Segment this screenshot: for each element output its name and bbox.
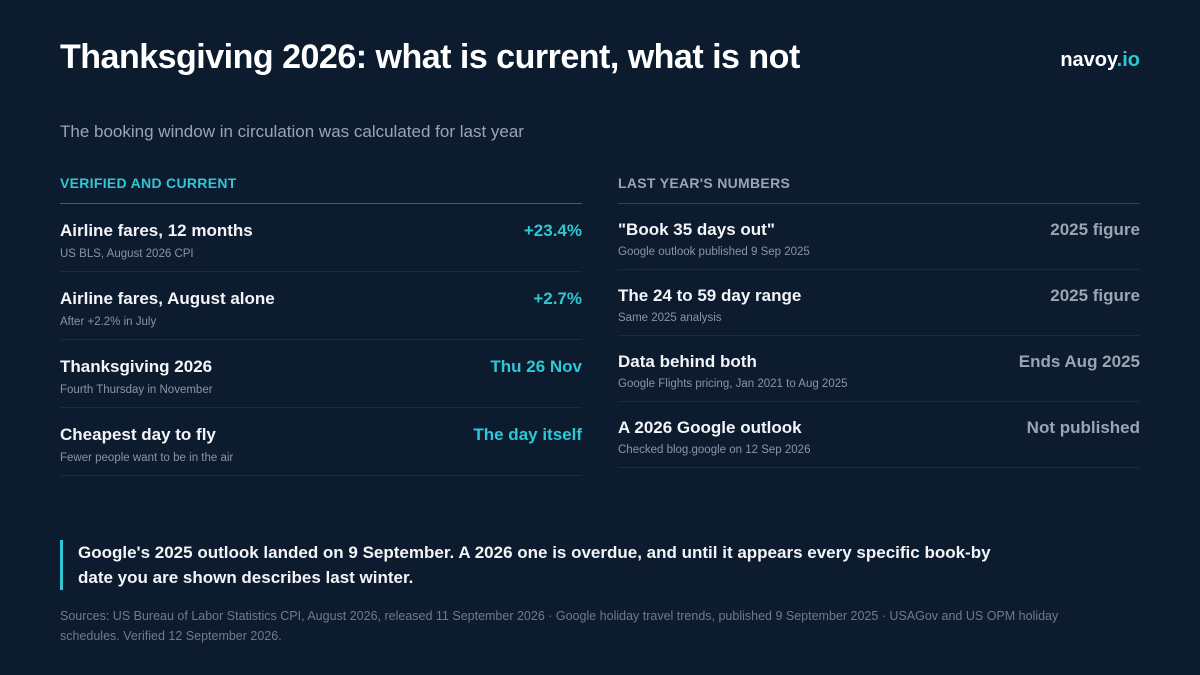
row-label: Cheapest day to fly — [60, 425, 216, 444]
row-label: The 24 to 59 day range — [618, 286, 802, 305]
row-value: +23.4% — [523, 221, 582, 240]
row-note: Fourth Thursday in November — [60, 384, 213, 396]
row-label: "Book 35 days out" — [618, 220, 775, 239]
column-heading: VERIFIED AND CURRENT — [60, 174, 582, 204]
row-label: Data behind both — [618, 352, 757, 371]
brand-name: navoy — [1060, 49, 1117, 71]
brand-tld: .io — [1116, 49, 1140, 71]
brand-logo: navoy.io — [1060, 49, 1140, 72]
row-label: A 2026 Google outlook — [618, 418, 802, 437]
row-note: After +2.2% in July — [60, 316, 157, 328]
row-note: Same 2025 analysis — [618, 312, 722, 324]
row-value: +2.7% — [533, 289, 582, 308]
page-subtitle: The booking window in circulation was ca… — [60, 122, 524, 141]
table-row: Thanksgiving 2026 Fourth Thursday in Nov… — [60, 340, 582, 408]
row-value: Thu 26 Nov — [490, 357, 582, 376]
row-label: Airline fares, 12 months — [60, 221, 253, 240]
row-value: The day itself — [473, 425, 582, 444]
table-row: Airline fares, August alone After +2.2% … — [60, 272, 582, 340]
row-note: Checked blog.google on 12 Sep 2026 — [618, 444, 811, 456]
last-year-column: LAST YEAR'S NUMBERS "Book 35 days out" G… — [618, 174, 1140, 468]
column-heading: LAST YEAR'S NUMBERS — [618, 174, 1140, 204]
sources-footnote: Sources: US Bureau of Labor Statistics C… — [60, 609, 1059, 643]
row-note: Google outlook published 9 Sep 2025 — [618, 246, 810, 258]
row-note: US BLS, August 2026 CPI — [60, 248, 194, 260]
row-value: 2025 figure — [1050, 220, 1140, 239]
table-row: Cheapest day to fly Fewer people want to… — [60, 408, 582, 476]
row-value: Not published — [1026, 418, 1140, 437]
row-note: Fewer people want to be in the air — [60, 452, 234, 464]
callout-quote: Google's 2025 outlook landed on 9 Septem… — [60, 540, 998, 590]
row-value: Ends Aug 2025 — [1018, 352, 1140, 371]
row-label: Thanksgiving 2026 — [60, 357, 213, 376]
table-row: Data behind both Google Flights pricing,… — [618, 336, 1140, 402]
table-row: "Book 35 days out" Google outlook publis… — [618, 204, 1140, 270]
table-row: The 24 to 59 day range Same 2025 analysi… — [618, 270, 1140, 336]
row-note: Google Flights pricing, Jan 2021 to Aug … — [618, 378, 848, 390]
table-row: Airline fares, 12 months US BLS, August … — [60, 204, 582, 272]
page-title: Thanksgiving 2026: what is current, what… — [60, 38, 800, 76]
verified-current-column: VERIFIED AND CURRENT Airline fares, 12 m… — [60, 174, 582, 476]
row-value: 2025 figure — [1050, 286, 1140, 305]
row-label: Airline fares, August alone — [60, 289, 275, 308]
infographic-card: Thanksgiving 2026: what is current, what… — [60, 38, 1140, 648]
table-row: A 2026 Google outlook Checked blog.googl… — [618, 402, 1140, 468]
